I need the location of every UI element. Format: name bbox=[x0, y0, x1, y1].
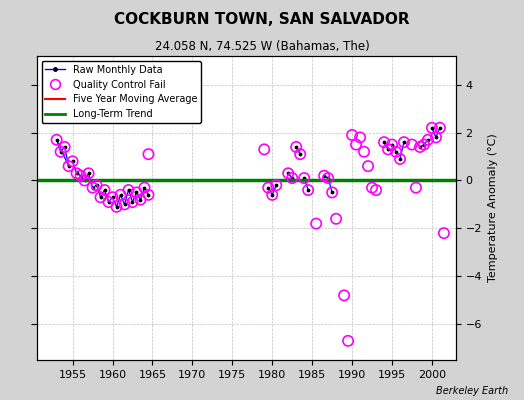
Point bbox=[84, 170, 93, 176]
Point bbox=[420, 141, 428, 148]
Point bbox=[304, 187, 312, 193]
Point bbox=[260, 146, 268, 152]
Point bbox=[384, 146, 392, 152]
Point bbox=[360, 148, 368, 155]
Text: COCKBURN TOWN, SAN SALVADOR: COCKBURN TOWN, SAN SALVADOR bbox=[114, 12, 410, 27]
Point bbox=[124, 187, 133, 193]
Point bbox=[116, 192, 125, 198]
Point bbox=[121, 201, 129, 208]
Point bbox=[408, 141, 416, 148]
Point bbox=[348, 132, 356, 138]
Point bbox=[101, 187, 109, 193]
Point bbox=[428, 125, 436, 131]
Point bbox=[392, 148, 400, 155]
Point bbox=[132, 189, 140, 196]
Point bbox=[89, 184, 97, 191]
Point bbox=[328, 189, 336, 196]
Point bbox=[80, 177, 89, 184]
Point bbox=[424, 136, 432, 143]
Point bbox=[288, 175, 297, 181]
Point bbox=[96, 194, 105, 200]
Y-axis label: Temperature Anomaly (°C): Temperature Anomaly (°C) bbox=[488, 134, 498, 282]
Point bbox=[108, 194, 117, 200]
Point bbox=[136, 196, 145, 203]
Text: 24.058 N, 74.525 W (Bahamas, The): 24.058 N, 74.525 W (Bahamas, The) bbox=[155, 40, 369, 53]
Point bbox=[52, 136, 61, 143]
Point bbox=[112, 204, 121, 210]
Point bbox=[320, 172, 329, 179]
Point bbox=[396, 156, 404, 162]
Point bbox=[372, 187, 380, 193]
Point bbox=[272, 182, 280, 188]
Point bbox=[412, 184, 420, 191]
Point bbox=[356, 134, 364, 140]
Point bbox=[324, 175, 332, 181]
Point bbox=[140, 184, 149, 191]
Point bbox=[292, 144, 300, 150]
Point bbox=[368, 184, 376, 191]
Point bbox=[104, 199, 113, 205]
Point bbox=[380, 139, 388, 145]
Point bbox=[64, 163, 73, 169]
Point bbox=[92, 182, 101, 188]
Point bbox=[72, 170, 81, 176]
Point bbox=[432, 134, 440, 140]
Point bbox=[332, 216, 340, 222]
Text: Berkeley Earth: Berkeley Earth bbox=[436, 386, 508, 396]
Point bbox=[352, 141, 361, 148]
Point bbox=[268, 192, 277, 198]
Point bbox=[340, 292, 348, 298]
Point bbox=[312, 220, 320, 227]
Point bbox=[144, 151, 152, 157]
Point bbox=[60, 144, 69, 150]
Point bbox=[400, 139, 408, 145]
Point bbox=[436, 125, 444, 131]
Point bbox=[77, 172, 85, 179]
Point bbox=[416, 144, 424, 150]
Point bbox=[440, 230, 448, 236]
Point bbox=[57, 148, 65, 155]
Point bbox=[284, 170, 292, 176]
Point bbox=[364, 163, 372, 169]
Legend: Raw Monthly Data, Quality Control Fail, Five Year Moving Average, Long-Term Tren: Raw Monthly Data, Quality Control Fail, … bbox=[41, 61, 201, 123]
Point bbox=[388, 141, 396, 148]
Point bbox=[344, 338, 352, 344]
Point bbox=[300, 175, 308, 181]
Point bbox=[144, 192, 152, 198]
Point bbox=[69, 158, 77, 164]
Point bbox=[296, 151, 304, 157]
Point bbox=[264, 184, 272, 191]
Point bbox=[128, 199, 137, 205]
